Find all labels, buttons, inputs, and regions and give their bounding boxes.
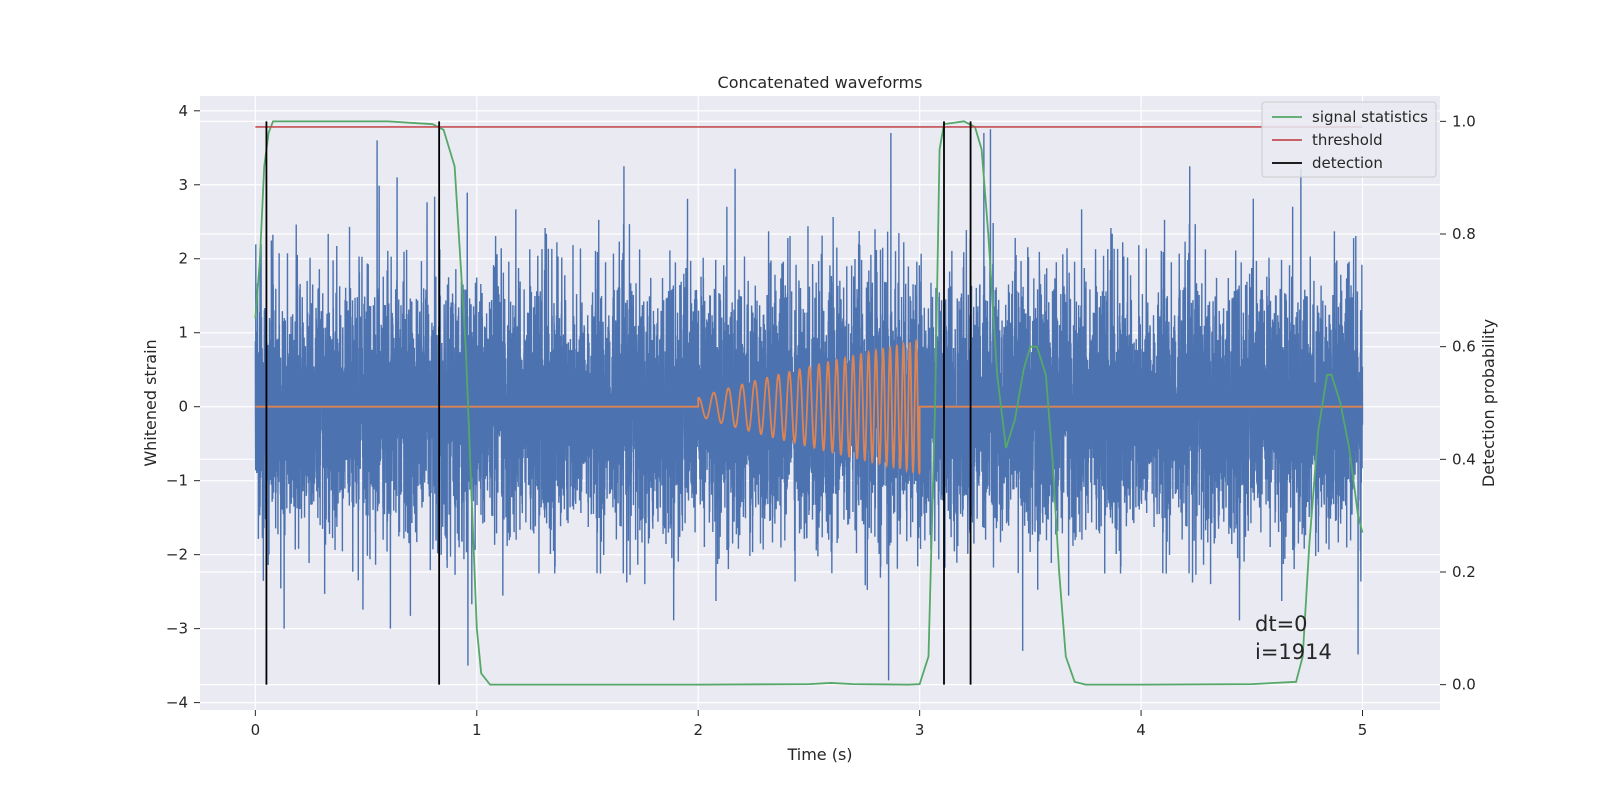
y-left-tick-label: 3 [178,176,188,194]
legend-box [1261,101,1437,178]
y-left-tick-label: −1 [166,472,188,490]
y-left-axis-label: Whitened strain [141,339,160,466]
signal-statistics-line [254,120,1364,686]
x-axis-label: Time (s) [786,745,852,764]
y-right-tick-label: 1.0 [1452,112,1476,130]
y-right-tick-label: 0.2 [1452,563,1476,581]
legend-label-signal-statistics: signal statistics [1312,108,1428,126]
detection-lines [265,121,972,685]
y-left-tick-label: 1 [178,324,188,342]
y-right-axis-ticks: 0.0 0.2 0.4 0.6 0.8 1.0 [1440,112,1476,694]
annotation-index: i=1914 [1255,640,1332,664]
legend: signal statistics threshold detection [1261,101,1437,178]
y-right-tick-label: 0.6 [1452,338,1476,356]
x-tick-label: 0 [251,721,261,739]
y-right-tick-label: 0.8 [1452,225,1476,243]
x-tick-label: 4 [1136,721,1146,739]
y-left-tick-label: 4 [178,102,188,120]
y-left-tick-label: −2 [166,546,188,564]
legend-label-detection: detection [1312,154,1383,172]
y-right-axis-label: Detection probability [1479,319,1498,487]
x-tick-label: 1 [472,721,482,739]
y-left-tick-label: 2 [178,250,188,268]
y-left-tick-label: −3 [166,620,188,638]
y-left-axis-ticks: −4 −3 −2 −1 0 1 2 3 4 [166,102,200,712]
x-tick-label: 2 [693,721,703,739]
y-right-tick-label: 0.4 [1452,450,1476,468]
legend-label-threshold: threshold [1312,131,1383,149]
x-axis-ticks: 0 1 2 3 4 5 [251,710,1368,739]
y-right-tick-label: 0.0 [1452,676,1476,694]
y-left-tick-label: 0 [178,398,188,416]
x-tick-label: 5 [1358,721,1368,739]
annotation-dt: dt=0 [1255,612,1308,636]
chart-title: Concatenated waveforms [718,73,923,92]
x-tick-label: 3 [915,721,925,739]
template-waveform-line [255,338,1363,476]
y-left-tick-label: −4 [166,694,188,712]
